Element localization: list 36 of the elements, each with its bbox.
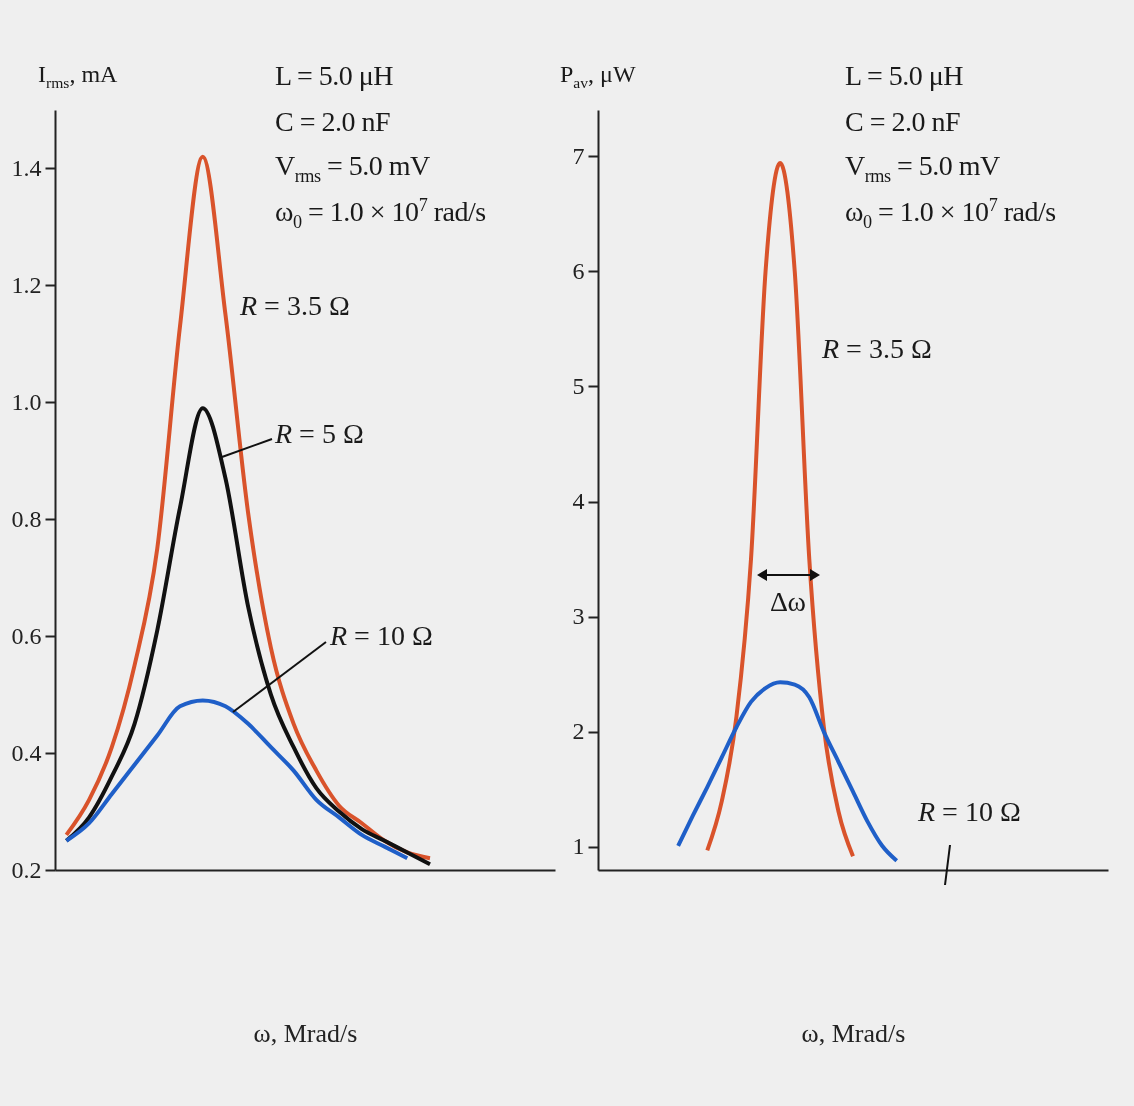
x-axis-title: ω, Mrad/s <box>801 1018 906 1048</box>
line-series <box>64 698 410 861</box>
y-axis-title: I$_{rms}$, mA <box>38 61 118 91</box>
y-tick-label: 1 <box>572 833 585 860</box>
y-tick-label: 1.2 <box>11 271 42 298</box>
text: R = 10 Ω <box>330 620 433 651</box>
annotation: V$_{rms}$ = 5.0 mV <box>275 150 430 186</box>
text: L = 5.0 μH <box>275 60 394 91</box>
line-series <box>64 406 432 867</box>
legend-label: R = 5 Ω <box>275 418 364 449</box>
line-series <box>676 680 899 863</box>
annotation: ω$_{0}$ = 1.0 × 10$^{7}$ rad/s <box>275 195 486 232</box>
annotation: V$_{rms}$ = 5.0 mV <box>845 150 1000 186</box>
y-tick-label: 2 <box>572 718 585 745</box>
y-tick-label: 7 <box>572 142 585 169</box>
y-tick-label: 0.8 <box>11 505 42 532</box>
annotation: ω$_{0}$ = 1.0 × 10$^{7}$ rad/s <box>845 195 1056 232</box>
y-tick-label: 5 <box>572 372 585 399</box>
y-tick-label: 0.6 <box>11 622 42 649</box>
y-axis-title: P$_{av}$, μW <box>560 61 636 91</box>
line-series <box>64 154 432 861</box>
annotation: C = 2.0 nF <box>275 106 391 137</box>
y-tick-label: 6 <box>572 257 585 284</box>
x-axis-title: ω, Mrad/s <box>253 1018 358 1048</box>
series-label: R = 3.5 Ω <box>240 290 350 321</box>
y-tick-label: 1.4 <box>11 154 42 181</box>
y-tick-label: 3 <box>572 603 585 630</box>
series-label: R = 3.5 Ω <box>822 333 932 364</box>
y-tick-label: 4 <box>572 488 585 515</box>
y-tick-label: 0.4 <box>11 739 42 766</box>
annotation: C = 2.0 nF <box>845 106 961 137</box>
annotation: Δω <box>770 586 806 617</box>
text: L = 5.0 μH <box>845 60 964 91</box>
series-label: R = 10 Ω <box>918 796 1021 827</box>
y-tick-label: 1.0 <box>11 388 42 415</box>
y-tick-label: 0.2 <box>11 856 42 883</box>
